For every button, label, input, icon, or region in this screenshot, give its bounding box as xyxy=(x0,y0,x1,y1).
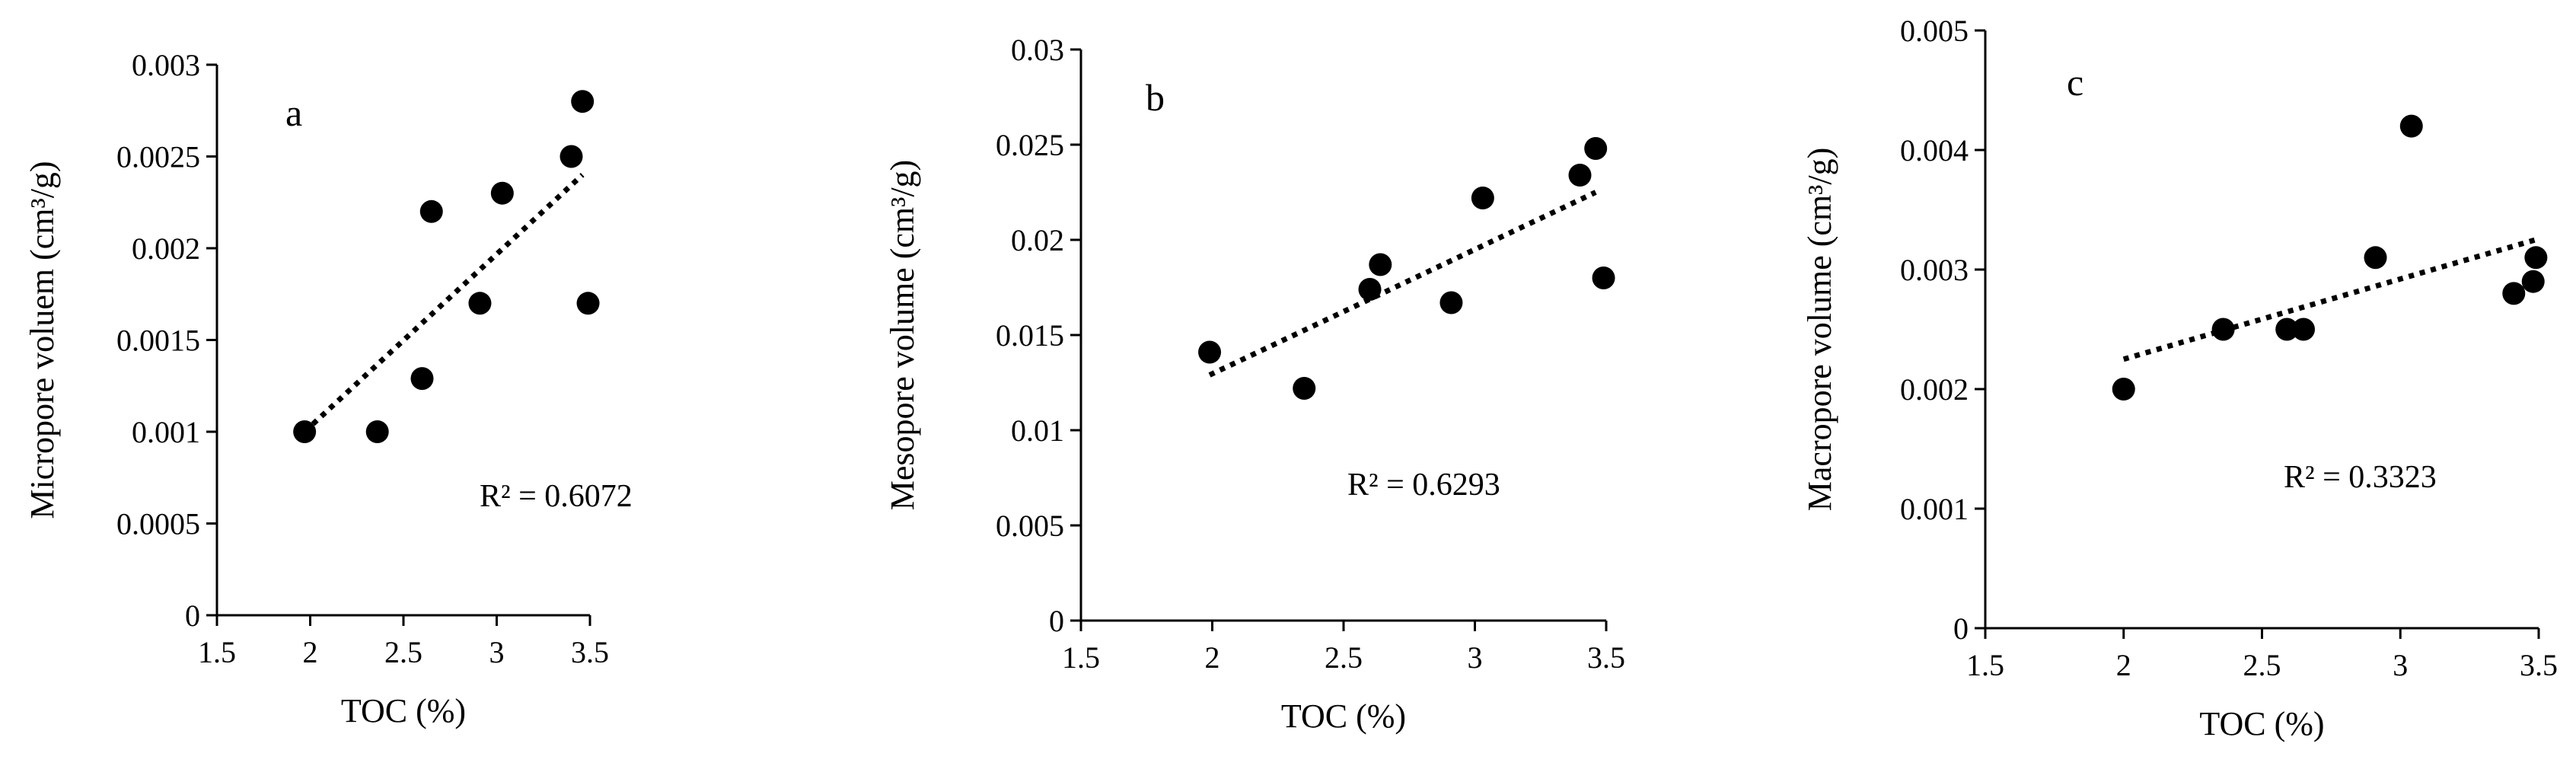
panel-letter: c xyxy=(2067,61,2083,104)
y-tick-label: 0.001 xyxy=(132,415,200,449)
data-point xyxy=(468,292,492,315)
y-tick-label: 0.025 xyxy=(996,128,1064,162)
y-axis-title: Macropore volume (cm³/g) xyxy=(1801,148,1838,511)
data-point xyxy=(2524,246,2548,270)
x-tick-label: 2.5 xyxy=(1325,640,1363,675)
x-axis-title: TOC (%) xyxy=(1281,697,1406,735)
y-tick-label: 0.0015 xyxy=(116,324,200,358)
data-point xyxy=(419,199,443,223)
trendline xyxy=(1208,190,1597,378)
x-tick-label: 3 xyxy=(2393,648,2408,682)
x-tick-label: 2 xyxy=(2116,648,2131,682)
y-tick-label: 0 xyxy=(1953,611,1969,646)
trendline xyxy=(2122,237,2537,362)
y-tick-label: 0.003 xyxy=(1900,253,1969,287)
data-point xyxy=(2364,246,2387,270)
data-point xyxy=(2399,114,2423,138)
chart-panel-b: 0 0.005 0.01 0.015 0.02 0.025 0.03 1.5 2 2.5 3 3.5 T… xyxy=(884,33,1625,735)
y-tick-label: 0 xyxy=(185,598,200,633)
y-axis-title: Micropore voluem (cm³/g) xyxy=(24,161,61,519)
x-tick-label: 2 xyxy=(303,635,318,669)
data-point xyxy=(576,292,600,315)
chart-panel-c: 0 0.001 0.002 0.003 0.004 0.005 1.5 2 2.5 3 3.5 TOC… xyxy=(1801,14,2558,742)
x-tick-label: 3.5 xyxy=(571,635,609,669)
y-tick-label: 0.002 xyxy=(1900,372,1969,407)
y-tick-label: 0.001 xyxy=(1900,492,1969,526)
x-axis-title: TOC (%) xyxy=(2199,705,2324,742)
data-point xyxy=(571,90,595,113)
chart-panel-a: 0 0.0005 0.001 0.0015 0.002 0.0025 0.003 1.5 2 2.… xyxy=(24,48,633,729)
data-point xyxy=(2211,318,2235,341)
r-squared-label: R² = 0.6293 xyxy=(1347,468,1500,503)
data-point xyxy=(1439,291,1463,314)
data-point xyxy=(2112,378,2135,401)
x-tick-label: 2.5 xyxy=(2243,648,2281,682)
data-point xyxy=(1358,278,1382,301)
x-axis-title: TOC (%) xyxy=(341,692,466,729)
y-tick-label: 0.004 xyxy=(1900,133,1969,168)
x-tick-label: 3 xyxy=(489,635,505,669)
x-tick-label: 3.5 xyxy=(1587,640,1625,675)
x-tick-label: 1.5 xyxy=(1062,640,1100,675)
data-point xyxy=(293,420,317,443)
y-tick-label: 0.003 xyxy=(132,48,200,82)
data-point xyxy=(2292,318,2316,341)
data-point xyxy=(1293,377,1316,400)
y-tick-label: 0.0025 xyxy=(116,140,200,174)
r-squared-label: R² = 0.6072 xyxy=(480,479,633,514)
x-tick-label: 2.5 xyxy=(384,635,422,669)
y-tick-label: 0.015 xyxy=(996,318,1064,353)
panel-letter: a xyxy=(285,91,302,134)
panel-letter: b xyxy=(1146,76,1165,119)
y-tick-label: 0.01 xyxy=(1011,413,1064,448)
data-point xyxy=(365,420,389,443)
data-point xyxy=(1592,267,1615,289)
data-point xyxy=(560,145,583,168)
x-tick-label: 3.5 xyxy=(2520,648,2558,682)
y-tick-label: 0.005 xyxy=(1900,14,1969,48)
x-tick-label: 1.5 xyxy=(1966,648,2004,682)
x-tick-label: 1.5 xyxy=(198,635,236,669)
data-point xyxy=(1471,187,1494,209)
y-tick-label: 0.02 xyxy=(1011,223,1064,257)
x-tick-label: 2 xyxy=(1205,640,1220,675)
data-point xyxy=(410,367,434,391)
data-point xyxy=(490,181,514,205)
data-point xyxy=(2502,282,2526,305)
y-tick-label: 0.03 xyxy=(1011,33,1064,67)
y-tick-label: 0 xyxy=(1049,604,1064,638)
data-point xyxy=(1568,164,1592,187)
data-point xyxy=(2275,318,2299,341)
y-tick-label: 0.002 xyxy=(132,231,200,266)
data-point xyxy=(1369,253,1392,276)
x-tick-label: 3 xyxy=(1468,640,1483,675)
r-squared-label: R² = 0.3323 xyxy=(2284,460,2437,495)
y-tick-label: 0.0005 xyxy=(116,507,200,541)
data-point xyxy=(1198,340,1222,364)
y-axis-title: Mesopore volume (cm³/g) xyxy=(884,160,921,510)
trendline xyxy=(302,173,585,434)
data-point xyxy=(1584,137,1608,160)
data-point xyxy=(2521,270,2545,293)
y-tick-label: 0.005 xyxy=(996,509,1064,543)
